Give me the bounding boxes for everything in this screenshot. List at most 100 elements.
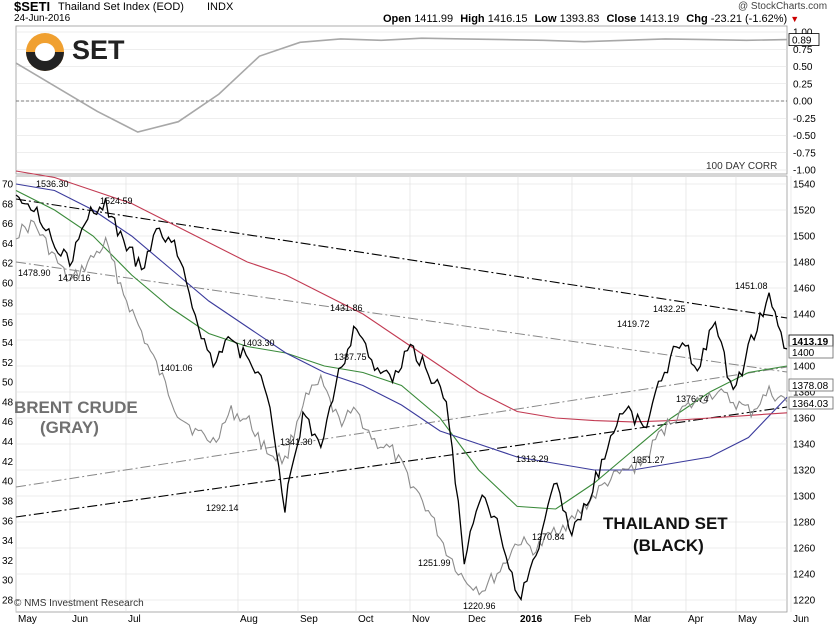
corr-tick-label: 0.75: [793, 45, 813, 56]
corr-panel-frame: [15, 25, 788, 175]
left-tick-label: 50: [2, 378, 14, 389]
left-tick-label: 52: [2, 358, 14, 369]
brent-trendline-lower: [15, 366, 788, 488]
price-label: 1403.30: [242, 338, 275, 348]
right-tick-label: 1340: [793, 440, 816, 451]
left-tick-label: 66: [2, 219, 14, 230]
price-label: 1341.30: [280, 437, 313, 447]
set-price-line: [15, 194, 788, 602]
right-tick-label: 1220: [793, 596, 816, 607]
corr-tick-label: -0.25: [793, 114, 816, 125]
set-logo-icon: [26, 33, 64, 71]
right-badge-box: [788, 396, 834, 410]
right-tick-label: 1300: [793, 492, 816, 503]
brent-crude-line: [15, 219, 788, 596]
down-triangle-icon: ▼: [790, 14, 800, 24]
corr-label: 100 DAY CORR: [706, 161, 778, 172]
open-value: 1411.99: [414, 13, 454, 25]
month-label: May: [738, 614, 757, 625]
right-tick-label: 1500: [793, 232, 816, 243]
right-tick-label: 1280: [793, 518, 816, 529]
corr-tick-label: 1.00: [793, 28, 813, 39]
right-tick-label: 1480: [793, 258, 816, 269]
month-label: Feb: [574, 614, 592, 625]
right-badge-box: [788, 345, 834, 359]
right-tick-label: 1460: [793, 284, 816, 295]
month-label: Mar: [634, 614, 652, 625]
price-label: 1387.75: [334, 352, 367, 362]
right-badge-value: 1364.03: [792, 399, 829, 410]
left-tick-label: 54: [2, 338, 14, 349]
index-name: Thailand Set Index (EOD): [58, 1, 184, 13]
chg-label: Chg: [686, 13, 708, 25]
left-tick-label: 40: [2, 477, 14, 488]
left-tick-label: 48: [2, 397, 14, 408]
right-tick-label: 1260: [793, 544, 816, 555]
price-label: 1419.72: [617, 319, 650, 329]
left-tick-label: 60: [2, 279, 14, 290]
right-tick-label: 1360: [793, 414, 816, 425]
left-tick-label: 38: [2, 496, 14, 507]
left-tick-label: 28: [2, 596, 14, 607]
right-tick-label: 1320: [793, 466, 816, 477]
left-tick-label: 46: [2, 417, 14, 428]
month-label: Aug: [240, 614, 258, 625]
corr-current-value: 0.89: [792, 36, 812, 47]
price-label: 1431.86: [330, 303, 363, 313]
high-value: 1416.15: [487, 13, 528, 25]
brent-label-1: BRENT CRUDE: [14, 398, 138, 417]
left-tick-label: 70: [2, 180, 14, 191]
price-label: 1524.59: [100, 196, 133, 206]
high-label: High: [460, 13, 485, 25]
corr-line: [15, 37, 788, 133]
moving-average-0: [15, 190, 788, 510]
copyright: @ StockCharts.com: [738, 1, 828, 12]
left-tick-label: 42: [2, 457, 14, 468]
right-tick-label: 1540: [793, 180, 816, 191]
corr-tick-label: 0.25: [793, 79, 813, 90]
price-label: 1270.84: [532, 532, 565, 542]
brent-label-2: (GRAY): [40, 418, 99, 437]
left-tick-label: 30: [2, 576, 14, 587]
month-label: Dec: [468, 614, 486, 625]
low-value: 1393.83: [559, 13, 600, 25]
open-label: Open: [383, 13, 412, 25]
set-label-2: (BLACK): [633, 536, 704, 555]
date: 24-Jun-2016: [14, 13, 71, 24]
right-tick-label: 1520: [793, 206, 816, 217]
moving-average-2: [15, 170, 788, 423]
price-label: 1313.29: [516, 454, 549, 464]
low-label: Low: [534, 13, 557, 25]
right-badge-value: 1378.08: [792, 381, 829, 392]
price-label: 1478.90: [18, 268, 51, 278]
close-value: 1413.19: [639, 13, 680, 25]
month-label: Jun: [793, 614, 809, 625]
close-label: Close: [606, 13, 637, 25]
right-badge-value: 1413.19: [792, 337, 829, 348]
price-label: 1251.99: [418, 558, 451, 568]
symbol: $SETI: [14, 0, 51, 14]
price-label: 1292.14: [206, 503, 239, 513]
left-tick-label: 32: [2, 556, 14, 567]
left-tick-label: 34: [2, 536, 14, 547]
month-label: 2016: [520, 614, 543, 625]
month-label: May: [18, 614, 37, 625]
month-label: Jun: [72, 614, 88, 625]
right-badge-box: [788, 378, 834, 392]
right-tick-label: 1400: [793, 362, 816, 373]
right-tick-label: 1380: [793, 388, 816, 399]
left-tick-label: 56: [2, 318, 14, 329]
price-label: 1220.96: [463, 601, 496, 611]
brent-trendline-upper: [15, 261, 788, 373]
month-label: Sep: [300, 614, 318, 625]
set-label-1: THAILAND SET: [603, 514, 728, 533]
left-tick-label: 64: [2, 239, 14, 250]
price-label: 1451.08: [735, 281, 768, 291]
trendline-lower: [15, 406, 788, 518]
right-badge-value: 1400: [792, 348, 815, 359]
logo-text: SET: [72, 35, 125, 65]
corr-value-badge: [788, 33, 820, 46]
trendline-upper: [15, 198, 788, 319]
